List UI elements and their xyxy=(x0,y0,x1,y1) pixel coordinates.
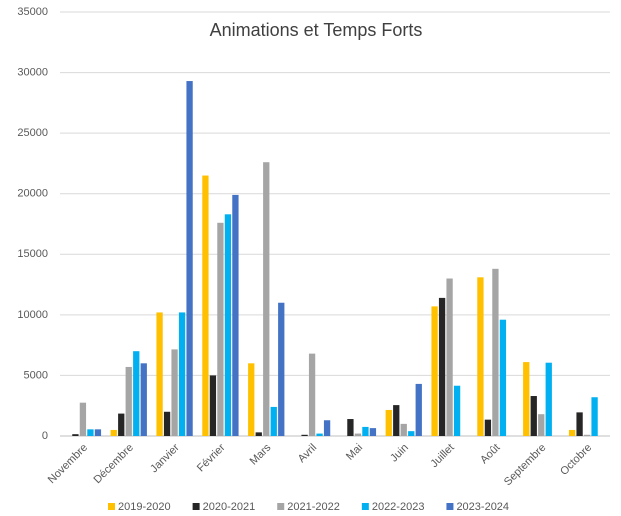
bar xyxy=(591,397,598,436)
y-tick-label: 35000 xyxy=(17,6,48,18)
x-tick-label: Août xyxy=(478,442,502,466)
y-tick-label: 15000 xyxy=(17,248,48,260)
y-tick-label: 30000 xyxy=(17,66,48,78)
bar xyxy=(499,319,507,436)
x-tick-label: Janvier xyxy=(148,441,182,475)
x-tick-label: Novembre xyxy=(46,442,90,486)
bar xyxy=(477,277,484,436)
bar xyxy=(87,429,94,436)
legend-swatch xyxy=(108,503,115,510)
bar xyxy=(255,432,262,436)
bar xyxy=(323,420,331,436)
bar xyxy=(400,423,407,436)
bar xyxy=(202,175,209,437)
bar xyxy=(94,429,102,436)
legend-swatch xyxy=(361,503,369,510)
x-tick-label: Décembre xyxy=(92,442,136,486)
x-tick-label: Juillet xyxy=(428,442,456,470)
legend-swatch xyxy=(277,503,285,510)
legend-label: 2020-2021 xyxy=(203,501,256,513)
bar xyxy=(583,434,591,436)
legend-label: 2021-2022 xyxy=(287,501,340,513)
bar xyxy=(209,375,217,436)
bar xyxy=(446,278,453,436)
bar xyxy=(163,411,171,436)
bar xyxy=(438,297,446,436)
legend-label: 2023-2024 xyxy=(456,501,509,513)
bar xyxy=(72,434,79,436)
bar xyxy=(171,349,178,436)
bar xyxy=(354,433,362,436)
bar xyxy=(270,406,277,436)
x-tick-label: Février xyxy=(195,441,228,474)
bar xyxy=(492,268,499,436)
y-tick-label: 10000 xyxy=(17,309,48,321)
bar xyxy=(232,194,239,436)
bar xyxy=(125,366,132,436)
legend-swatch xyxy=(192,503,200,510)
legend-swatch xyxy=(446,503,454,510)
bar xyxy=(133,351,140,436)
bar xyxy=(576,412,583,436)
bar xyxy=(523,362,530,436)
bar xyxy=(385,409,392,436)
bar xyxy=(156,312,163,436)
chart-title: Animations et Temps Forts xyxy=(210,20,423,40)
x-tick-label: Mai xyxy=(344,442,365,463)
bar xyxy=(248,363,255,436)
bar xyxy=(118,413,125,436)
bar xyxy=(278,302,285,436)
bar xyxy=(178,312,186,436)
x-tick-label: Juin xyxy=(388,442,411,465)
bar xyxy=(408,431,415,436)
bar xyxy=(224,214,232,436)
bar xyxy=(568,429,576,436)
y-tick-label: 25000 xyxy=(17,127,48,139)
y-tick-label: 0 xyxy=(42,430,48,442)
bar xyxy=(79,402,87,436)
bar xyxy=(217,222,224,436)
bar xyxy=(453,385,461,436)
bar xyxy=(140,363,147,436)
bar xyxy=(545,362,552,436)
bar xyxy=(484,419,492,436)
bar xyxy=(301,434,308,436)
bar xyxy=(538,414,545,436)
bar xyxy=(530,396,537,436)
x-tick-label: Mars xyxy=(248,441,274,467)
bar xyxy=(369,428,377,436)
bar xyxy=(415,383,422,436)
bar xyxy=(316,433,323,436)
bar xyxy=(431,306,438,436)
bar xyxy=(347,419,354,436)
legend-label: 2019-2020 xyxy=(118,501,171,513)
y-tick-label: 20000 xyxy=(17,188,48,200)
x-tick-label: Avril xyxy=(296,442,319,465)
bar xyxy=(308,353,316,436)
bar xyxy=(362,426,369,436)
bar xyxy=(393,405,400,436)
legend-label: 2022-2023 xyxy=(372,501,425,513)
bar xyxy=(110,429,117,436)
bar xyxy=(263,162,270,436)
bar xyxy=(186,81,193,437)
x-tick-label: Septembre xyxy=(502,442,549,489)
y-tick-label: 5000 xyxy=(24,369,48,381)
x-tick-label: Octobre xyxy=(558,442,594,478)
